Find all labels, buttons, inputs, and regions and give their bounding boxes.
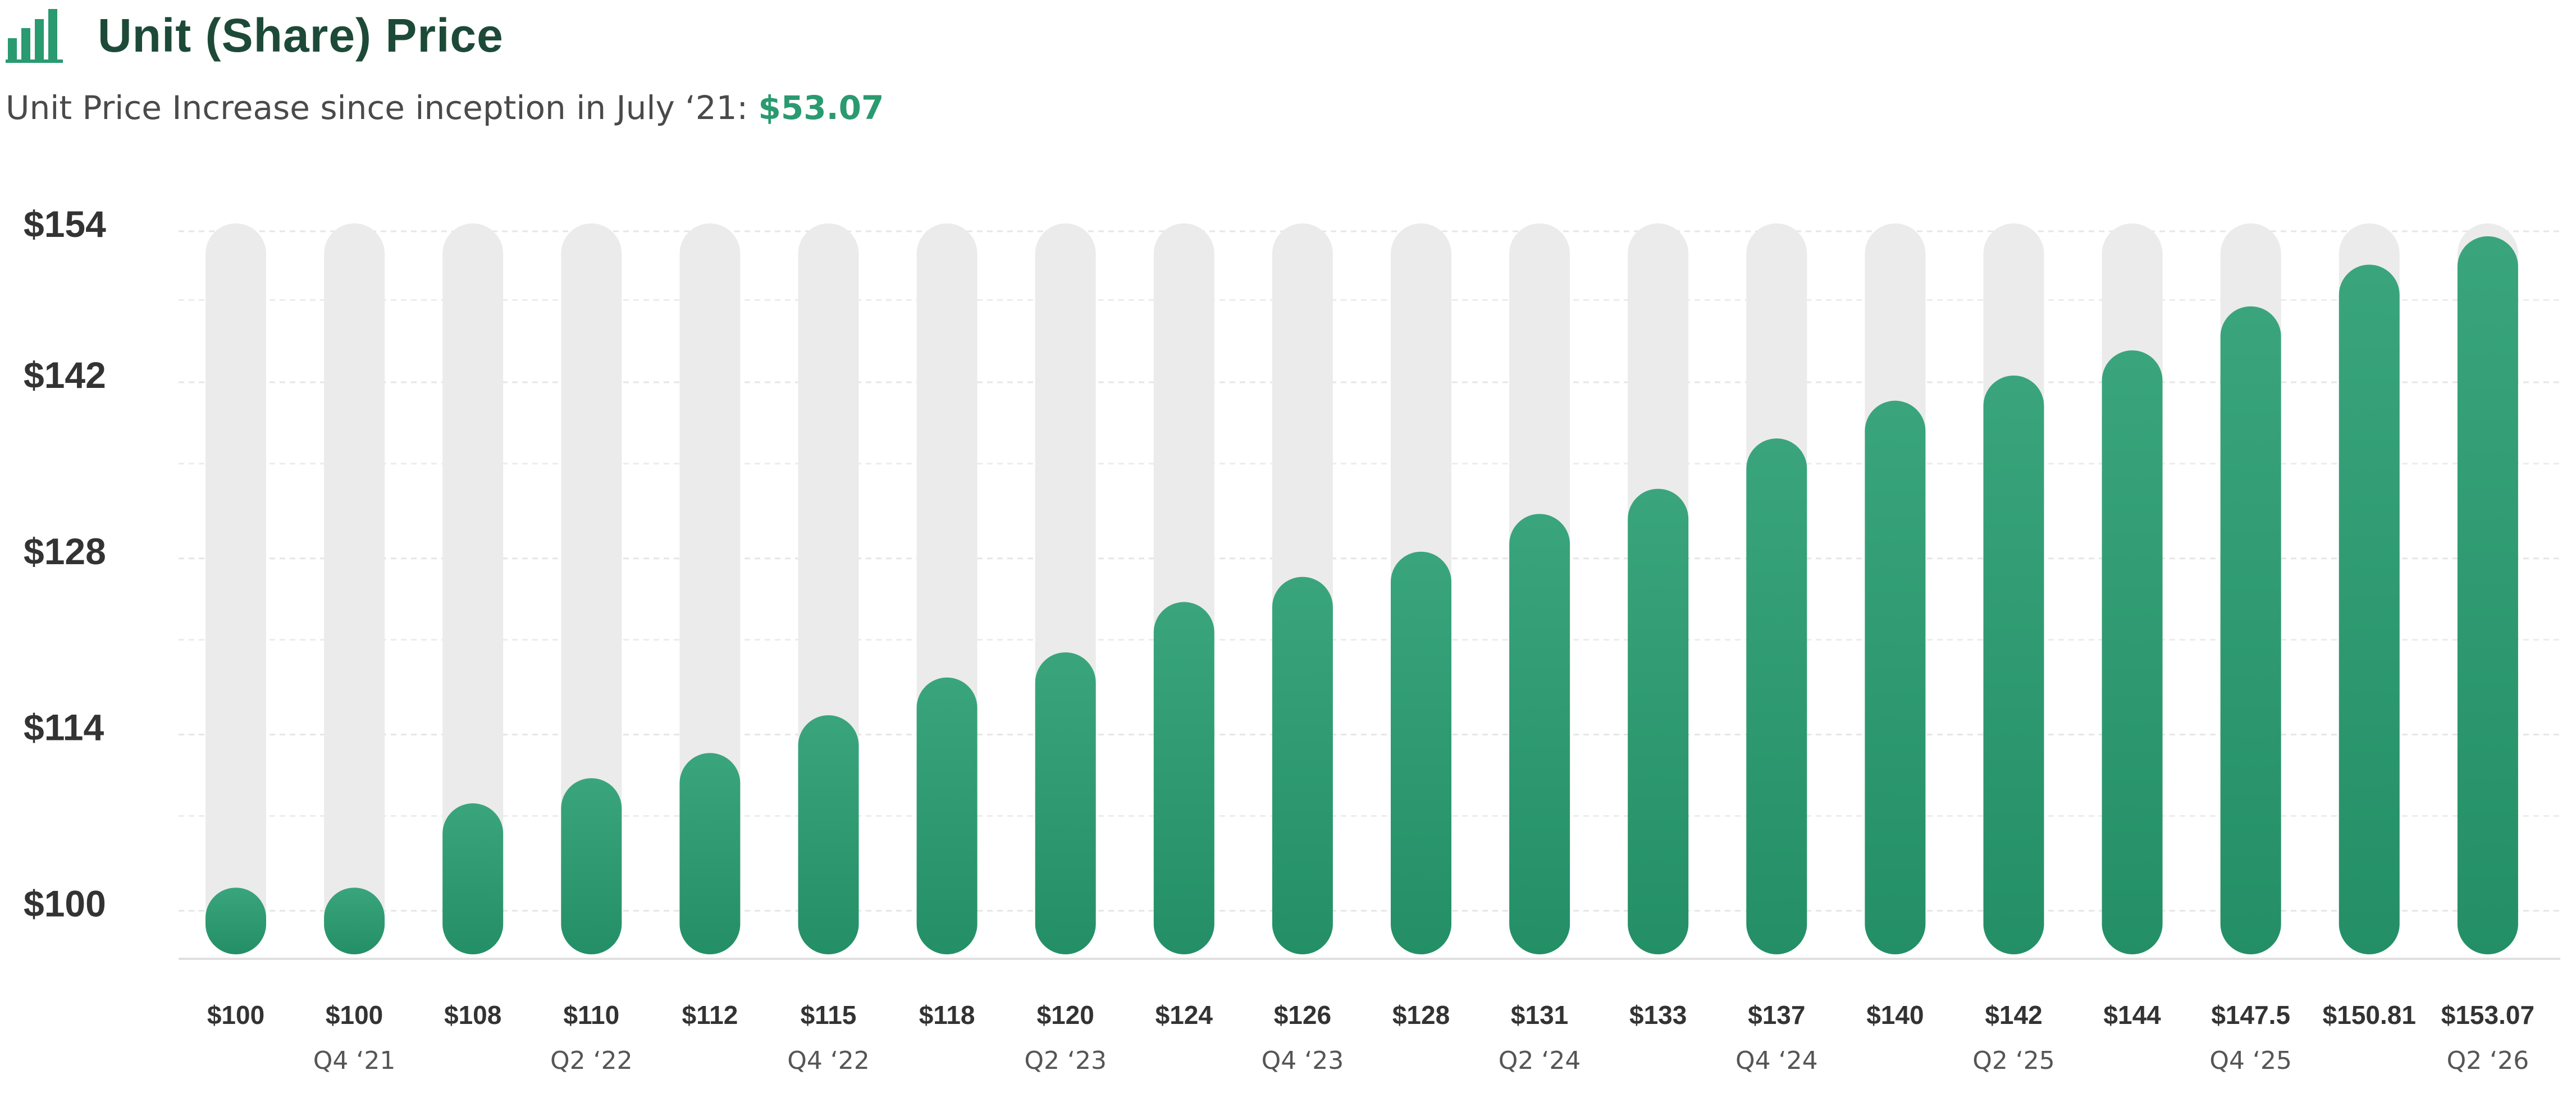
bar-value-label: $108: [444, 1000, 501, 1030]
bar-value-label: $100: [207, 1000, 264, 1030]
bar: [1035, 652, 1096, 954]
bar-value-label: $112: [682, 1000, 738, 1030]
bar: [1391, 551, 1451, 954]
bar: [2102, 350, 2163, 954]
bar: [916, 677, 978, 954]
bar-value-label: $133: [1629, 1000, 1687, 1030]
y-tick-label: $128: [24, 530, 106, 572]
page-title: Unit (Share) Price: [98, 8, 504, 62]
unit-price-bar-chart: $100 $114 $128 $142 $154 $100 $100 Q4 ‘21 $108 $1…: [24, 203, 2560, 1075]
x-tick-label: Q2 ‘22: [550, 1046, 633, 1075]
bar-value-label: $118: [919, 1000, 975, 1030]
bar: [1746, 438, 1807, 954]
bar-track: [561, 223, 622, 954]
bar: [798, 715, 859, 954]
bar-track: [442, 223, 504, 954]
bar: [2339, 264, 2400, 954]
bar: [1983, 375, 2044, 954]
bar-value-label: $100: [326, 1000, 383, 1030]
bar: [561, 778, 622, 954]
bar: [1272, 577, 1333, 954]
bar-value-label: $137: [1748, 1000, 1805, 1030]
x-tick-label: Q4 ‘23: [1262, 1046, 1344, 1075]
bar: [2220, 306, 2281, 954]
bar: [1509, 514, 1570, 954]
bar: [442, 803, 504, 954]
x-tick-label: Q2 ‘26: [2447, 1046, 2529, 1075]
bar-value-label: $142: [1985, 1000, 2042, 1030]
bar-value-label: $131: [1511, 1000, 1568, 1030]
bar-value-label: $115: [801, 1000, 857, 1030]
x-tick-label: Q2 ‘24: [1499, 1046, 1581, 1075]
bar-value-label: $110: [563, 1000, 619, 1030]
bar-value-label: $120: [1037, 1000, 1094, 1030]
subtitle-text: Unit Price Increase since inception in J…: [6, 89, 759, 127]
bar-value-label: $128: [1392, 1000, 1450, 1030]
bar: [1153, 602, 1214, 954]
bar-chart-icon: [6, 9, 63, 63]
bar: [205, 888, 266, 954]
bar-value-label: $147.5: [2211, 1000, 2290, 1030]
bar-value-label: $124: [1155, 1000, 1213, 1030]
bar-value-label: $150.81: [2323, 1000, 2416, 1030]
x-tick-label: Q2 ‘25: [1972, 1046, 2055, 1075]
x-tick-label: Q4 ‘22: [787, 1046, 870, 1075]
x-tick-label: Q4 ‘24: [1735, 1046, 1818, 1075]
bar-value-label: $144: [2103, 1000, 2161, 1030]
bar-value-label: $126: [1274, 1000, 1331, 1030]
price-increase-value: $53.07: [758, 89, 884, 127]
y-tick-label: $154: [24, 203, 106, 245]
bar: [1628, 488, 1689, 954]
bar-track: [205, 223, 266, 954]
chart-header: Unit (Share) Price: [6, 4, 504, 66]
x-tick-label: Q4 ‘25: [2209, 1046, 2292, 1075]
y-tick-label: $142: [24, 354, 106, 396]
bar-value-label: $153.07: [2441, 1000, 2534, 1030]
subtitle: Unit Price Increase since inception in J…: [6, 89, 884, 127]
x-tick-label: Q2 ‘23: [1024, 1046, 1107, 1075]
x-tick-label: Q4 ‘21: [313, 1046, 396, 1075]
bar: [2457, 236, 2518, 954]
bar-value-label: $140: [1866, 1000, 1924, 1030]
bar-track: [324, 223, 385, 954]
y-tick-label: $114: [24, 707, 104, 748]
bar: [1865, 400, 1926, 954]
y-tick-label: $100: [24, 882, 106, 924]
bar: [679, 753, 741, 954]
bar: [324, 888, 385, 954]
